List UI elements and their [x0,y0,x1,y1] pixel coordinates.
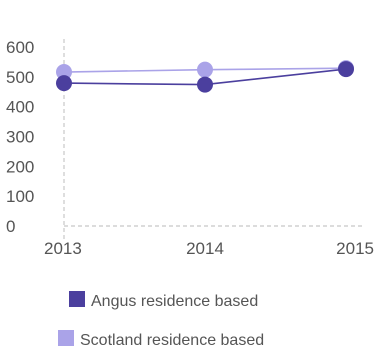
data-point[interactable] [338,61,354,78]
legend-label: Scotland residence based [80,332,264,349]
legend-swatch [58,330,74,346]
data-point[interactable] [197,76,213,93]
x-axis: 2013 2014 2015 [44,225,374,258]
legend-label: Angus residence based [91,293,258,310]
legend-item[interactable]: Scotland residence based [58,330,264,349]
data-point[interactable] [197,61,213,78]
y-axis: 0 100 200 300 400 500 600 [6,38,65,240]
y-tick-label: 300 [6,128,34,147]
y-tick-label: 600 [6,38,34,57]
x-tick-label: 2014 [186,239,224,258]
y-tick-label: 100 [6,187,34,206]
legend-item[interactable]: Angus residence based [69,291,258,310]
x-tick-label: 2015 [336,239,374,258]
legend[interactable]: Angus residence based Scotland residence … [58,291,264,349]
y-tick-label: 500 [6,68,34,87]
x-tick-label: 2013 [44,239,82,258]
data-point[interactable] [56,75,72,92]
legend-swatch [69,291,85,307]
y-tick-label: 0 [6,217,15,236]
y-tick-label: 400 [6,98,34,117]
y-tick-label: 200 [6,157,34,176]
series-layer [56,60,354,93]
data-point[interactable] [56,64,72,81]
